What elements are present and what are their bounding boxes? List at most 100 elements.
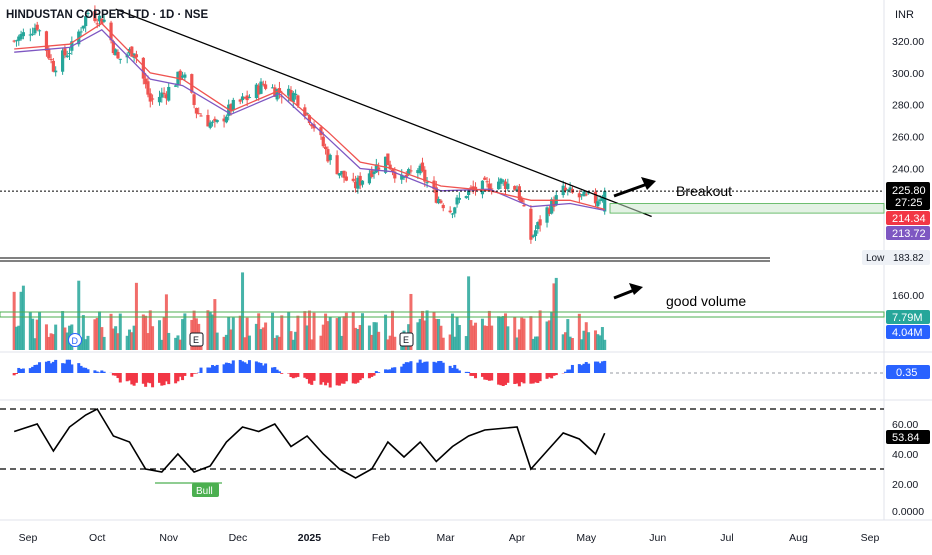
rsi-axis-tick: 0.0000 [892,506,924,518]
macd-bar [70,364,73,373]
candle-body [442,205,445,208]
candle-body [483,178,486,180]
candle-body [146,81,149,94]
candle-body [248,97,251,98]
candle-body [294,94,297,95]
candle-body [68,53,71,54]
svg-text:E: E [403,335,409,345]
macd-bar [264,363,267,373]
candle-body [296,95,299,105]
svg-text:214.34: 214.34 [892,213,926,225]
macd-bar [361,373,364,378]
volume-bar [361,313,364,350]
macd-bar [373,373,376,376]
volume-last-badge: 4.04M [886,325,930,339]
macd-bar [15,373,18,374]
volume-bar [603,340,606,350]
candle-body [197,113,200,114]
price-axis-tick: 320.00 [892,36,924,48]
volume-level-band [0,312,884,317]
volume-bar [216,333,219,350]
candle-body [582,191,585,196]
candle-body [45,31,48,51]
macd-bar [522,373,525,383]
volume-bar [280,315,283,350]
volume-bar [490,326,493,350]
candle-body [409,170,412,171]
macd-bar [490,373,493,380]
volume-bar [248,336,251,350]
macd-bar [232,360,235,373]
svg-text:0.35: 0.35 [896,367,917,379]
volume-bar [377,332,380,350]
earnings-marker[interactable]: E [400,333,413,346]
macd-bar [313,373,316,381]
candle-body [195,108,198,114]
candle-body [225,117,228,123]
candle-body [151,98,154,99]
breakout-zone [610,204,884,214]
macd-bar [195,373,198,374]
candle-body [481,181,484,195]
volume-bar [313,313,316,350]
candle-body [465,196,468,198]
candle-body [82,26,85,29]
currency-label[interactable]: INR [895,9,914,21]
time-axis-label: Oct [89,532,105,544]
volume-bar [329,317,332,350]
candle-body [377,167,380,169]
macd-bar [248,360,251,373]
candle-body [183,75,186,78]
macd-bar [426,362,429,373]
macd-bar [86,369,89,373]
rsi-line [14,409,605,478]
bull-divergence-label: Bull [192,483,219,497]
symbol-title: HINDUSTAN COPPER LTD · 1D · NSE [6,9,208,21]
volume-bar [555,278,558,350]
candle-body [79,31,82,32]
time-axis-label: Nov [159,532,178,544]
macd-bar [167,373,170,384]
candle-body [439,201,442,203]
svg-text:27:25: 27:25 [895,197,923,209]
price-axis-tick: 280.00 [892,100,924,112]
volume-bar [296,316,299,350]
candle-body [264,84,267,88]
volume-bar [232,318,235,350]
price-axis-tick: 240.00 [892,163,924,175]
time-axis-label: Aug [789,532,808,544]
candle-body [116,52,119,58]
macd-bar [442,363,445,373]
candle-body [539,219,542,225]
candle-body [578,193,581,197]
candle-body [52,61,55,72]
indicator-layer [0,272,884,483]
svg-text:53.84: 53.84 [892,432,920,444]
ema-fast-line [14,24,605,210]
macd-bar [135,373,138,383]
volume-bar [426,310,429,350]
macd-bar [151,373,154,387]
candle-body [174,85,177,86]
dividend-marker[interactable]: D [69,334,82,347]
candle-body [167,87,170,101]
svg-text:213.72: 213.72 [892,228,926,240]
macd-bar [54,360,57,373]
candle-body [232,100,235,110]
candle-body [529,209,532,240]
macd-bar [377,372,380,373]
ema-slow-badge: 213.72 [886,226,930,240]
volume-bar [458,325,461,350]
time-axis-label: Sep [19,532,38,544]
volume-bar [54,325,57,350]
macd-bar [103,372,106,373]
candle-body [192,94,195,105]
volume-bar [38,313,41,350]
candle-body [585,194,588,195]
earnings-marker[interactable]: E [190,333,203,346]
macd-bar [571,365,574,373]
volume-bar [442,338,445,350]
